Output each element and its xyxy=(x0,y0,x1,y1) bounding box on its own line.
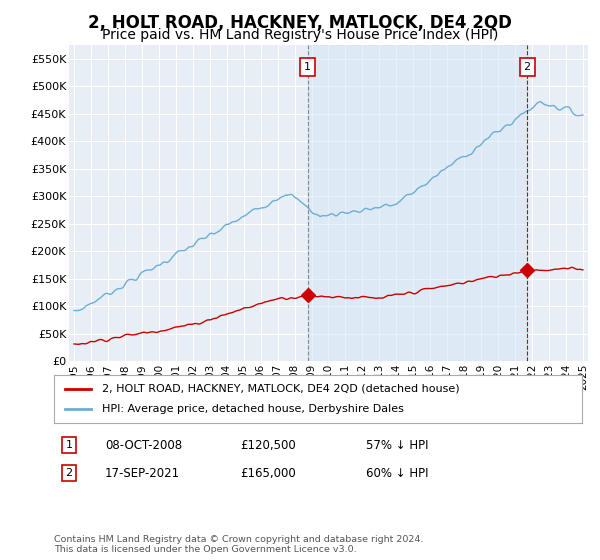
Text: 1: 1 xyxy=(304,62,311,72)
Text: 2: 2 xyxy=(524,62,530,72)
Text: 2, HOLT ROAD, HACKNEY, MATLOCK, DE4 2QD (detached house): 2, HOLT ROAD, HACKNEY, MATLOCK, DE4 2QD … xyxy=(101,384,459,394)
Text: 1: 1 xyxy=(65,440,73,450)
Text: 60% ↓ HPI: 60% ↓ HPI xyxy=(366,466,428,480)
Text: HPI: Average price, detached house, Derbyshire Dales: HPI: Average price, detached house, Derb… xyxy=(101,404,403,414)
Text: 2: 2 xyxy=(65,468,73,478)
Text: 08-OCT-2008: 08-OCT-2008 xyxy=(105,438,182,452)
Bar xyxy=(308,45,527,361)
Text: Contains HM Land Registry data © Crown copyright and database right 2024.
This d: Contains HM Land Registry data © Crown c… xyxy=(54,535,424,554)
Text: £165,000: £165,000 xyxy=(240,466,296,480)
Text: 17-SEP-2021: 17-SEP-2021 xyxy=(105,466,180,480)
Text: Price paid vs. HM Land Registry's House Price Index (HPI): Price paid vs. HM Land Registry's House … xyxy=(102,28,498,42)
Text: 2, HOLT ROAD, HACKNEY, MATLOCK, DE4 2QD: 2, HOLT ROAD, HACKNEY, MATLOCK, DE4 2QD xyxy=(88,14,512,32)
Text: 57% ↓ HPI: 57% ↓ HPI xyxy=(366,438,428,452)
Text: £120,500: £120,500 xyxy=(240,438,296,452)
